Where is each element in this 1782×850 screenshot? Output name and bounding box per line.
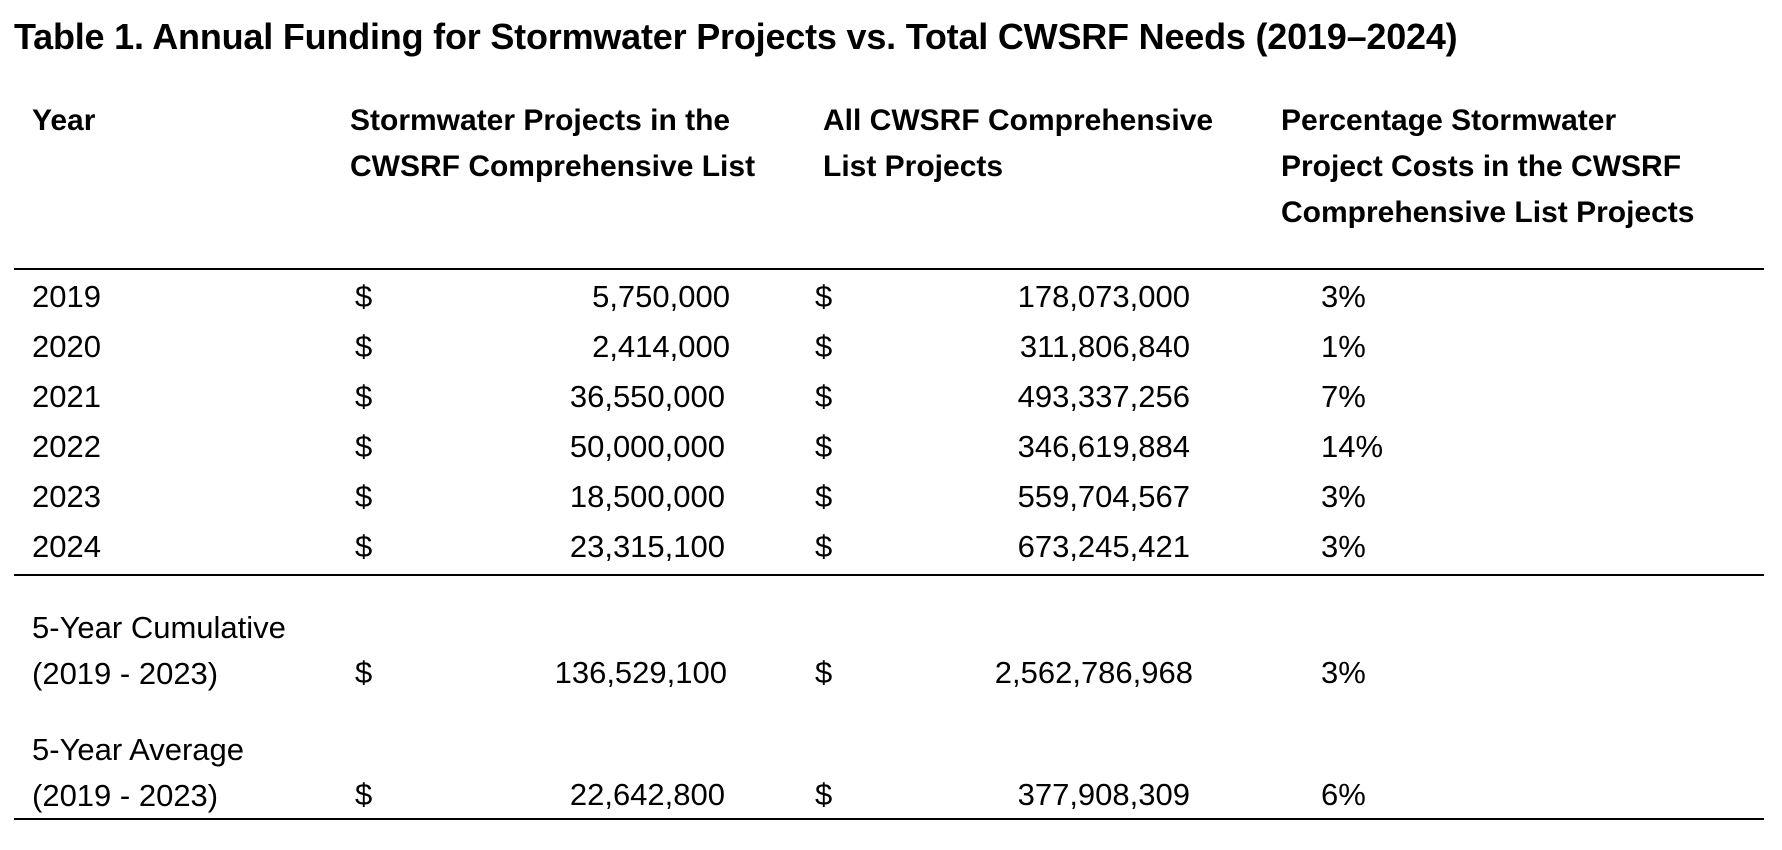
row-stormwater-amount: 5,750,000 — [592, 279, 730, 314]
row-year: 2019 — [32, 279, 101, 314]
summary-stormwater-amount: 22,642,800 — [569, 777, 725, 812]
currency-symbol: $ — [815, 479, 833, 514]
summary-label-line-1: 5-Year Average — [32, 732, 245, 767]
currency-symbol: $ — [355, 777, 373, 812]
row-stormwater-amount: 36,550,000 — [569, 379, 725, 414]
header-pct-line-3: Comprehensive List Projects — [1281, 196, 1695, 229]
currency-symbol: $ — [815, 329, 833, 364]
summary-all-amount: 2,562,786,968 — [994, 655, 1193, 690]
row-all-amount: 673,245,421 — [1017, 529, 1190, 564]
row-all-amount: 346,619,884 — [1017, 429, 1190, 464]
bottom-rule — [14, 818, 1764, 820]
header-pct-line-2: Project Costs in the CWSRF — [1281, 150, 1682, 183]
row-stormwater-amount: 18,500,000 — [569, 479, 725, 514]
row-percentage: 7% — [1321, 379, 1366, 414]
header-all-line-2: List Projects — [823, 150, 1004, 183]
header-pct-line-1: Percentage Stormwater — [1281, 104, 1617, 137]
summary-stormwater-amount: 136,529,100 — [554, 655, 727, 690]
row-percentage: 3% — [1321, 529, 1366, 564]
row-year: 2020 — [32, 329, 101, 364]
data-rule — [14, 574, 1764, 576]
currency-symbol: $ — [355, 379, 373, 414]
currency-symbol: $ — [355, 329, 373, 364]
summary-all-amount: 377,908,309 — [1017, 777, 1190, 812]
currency-symbol: $ — [815, 777, 833, 812]
header-percentage: Percentage Stormwater Project Costs in t… — [1281, 98, 1694, 236]
row-all-amount: 559,704,567 — [1017, 479, 1190, 514]
summary-label: 5-Year Cumulative (2019 - 2023) — [32, 605, 286, 697]
currency-symbol: $ — [815, 379, 833, 414]
row-percentage: 1% — [1321, 329, 1366, 364]
header-rule — [14, 268, 1764, 270]
header-stormwater-line-1: Stormwater Projects in the — [350, 104, 731, 137]
row-stormwater-amount: 50,000,000 — [569, 429, 725, 464]
summary-percentage: 6% — [1321, 777, 1366, 812]
summary-label-line-2: (2019 - 2023) — [32, 656, 219, 691]
summary-label-line-1: 5-Year Cumulative — [32, 610, 286, 645]
row-all-amount: 178,073,000 — [1017, 279, 1190, 314]
row-stormwater-amount: 2,414,000 — [592, 329, 730, 364]
currency-symbol: $ — [355, 279, 373, 314]
currency-symbol: $ — [815, 279, 833, 314]
table-title: Table 1. Annual Funding for Stormwater P… — [14, 16, 1458, 57]
currency-symbol: $ — [355, 655, 373, 690]
currency-symbol: $ — [815, 429, 833, 464]
summary-label: 5-Year Average (2019 - 2023) — [32, 727, 244, 819]
row-year: 2021 — [32, 379, 101, 414]
header-stormwater-line-2: CWSRF Comprehensive List — [350, 150, 756, 183]
currency-symbol: $ — [355, 429, 373, 464]
row-year: 2022 — [32, 429, 101, 464]
row-percentage: 14% — [1321, 429, 1384, 464]
row-percentage: 3% — [1321, 479, 1366, 514]
currency-symbol: $ — [815, 529, 833, 564]
row-year: 2024 — [32, 529, 101, 564]
row-stormwater-amount: 23,315,100 — [569, 529, 725, 564]
row-percentage: 3% — [1321, 279, 1366, 314]
currency-symbol: $ — [355, 529, 373, 564]
header-stormwater: Stormwater Projects in the CWSRF Compreh… — [350, 98, 755, 190]
row-all-amount: 311,806,840 — [1019, 329, 1190, 364]
summary-label-line-2: (2019 - 2023) — [32, 778, 219, 813]
header-all-projects: All CWSRF Comprehensive List Projects — [823, 98, 1213, 190]
row-all-amount: 493,337,256 — [1017, 379, 1190, 414]
summary-percentage: 3% — [1321, 655, 1366, 690]
currency-symbol: $ — [815, 655, 833, 690]
header-all-line-1: All CWSRF Comprehensive — [823, 104, 1214, 137]
row-year: 2023 — [32, 479, 101, 514]
header-year: Year — [32, 98, 95, 144]
currency-symbol: $ — [355, 479, 373, 514]
header-year-line: Year — [32, 104, 96, 137]
